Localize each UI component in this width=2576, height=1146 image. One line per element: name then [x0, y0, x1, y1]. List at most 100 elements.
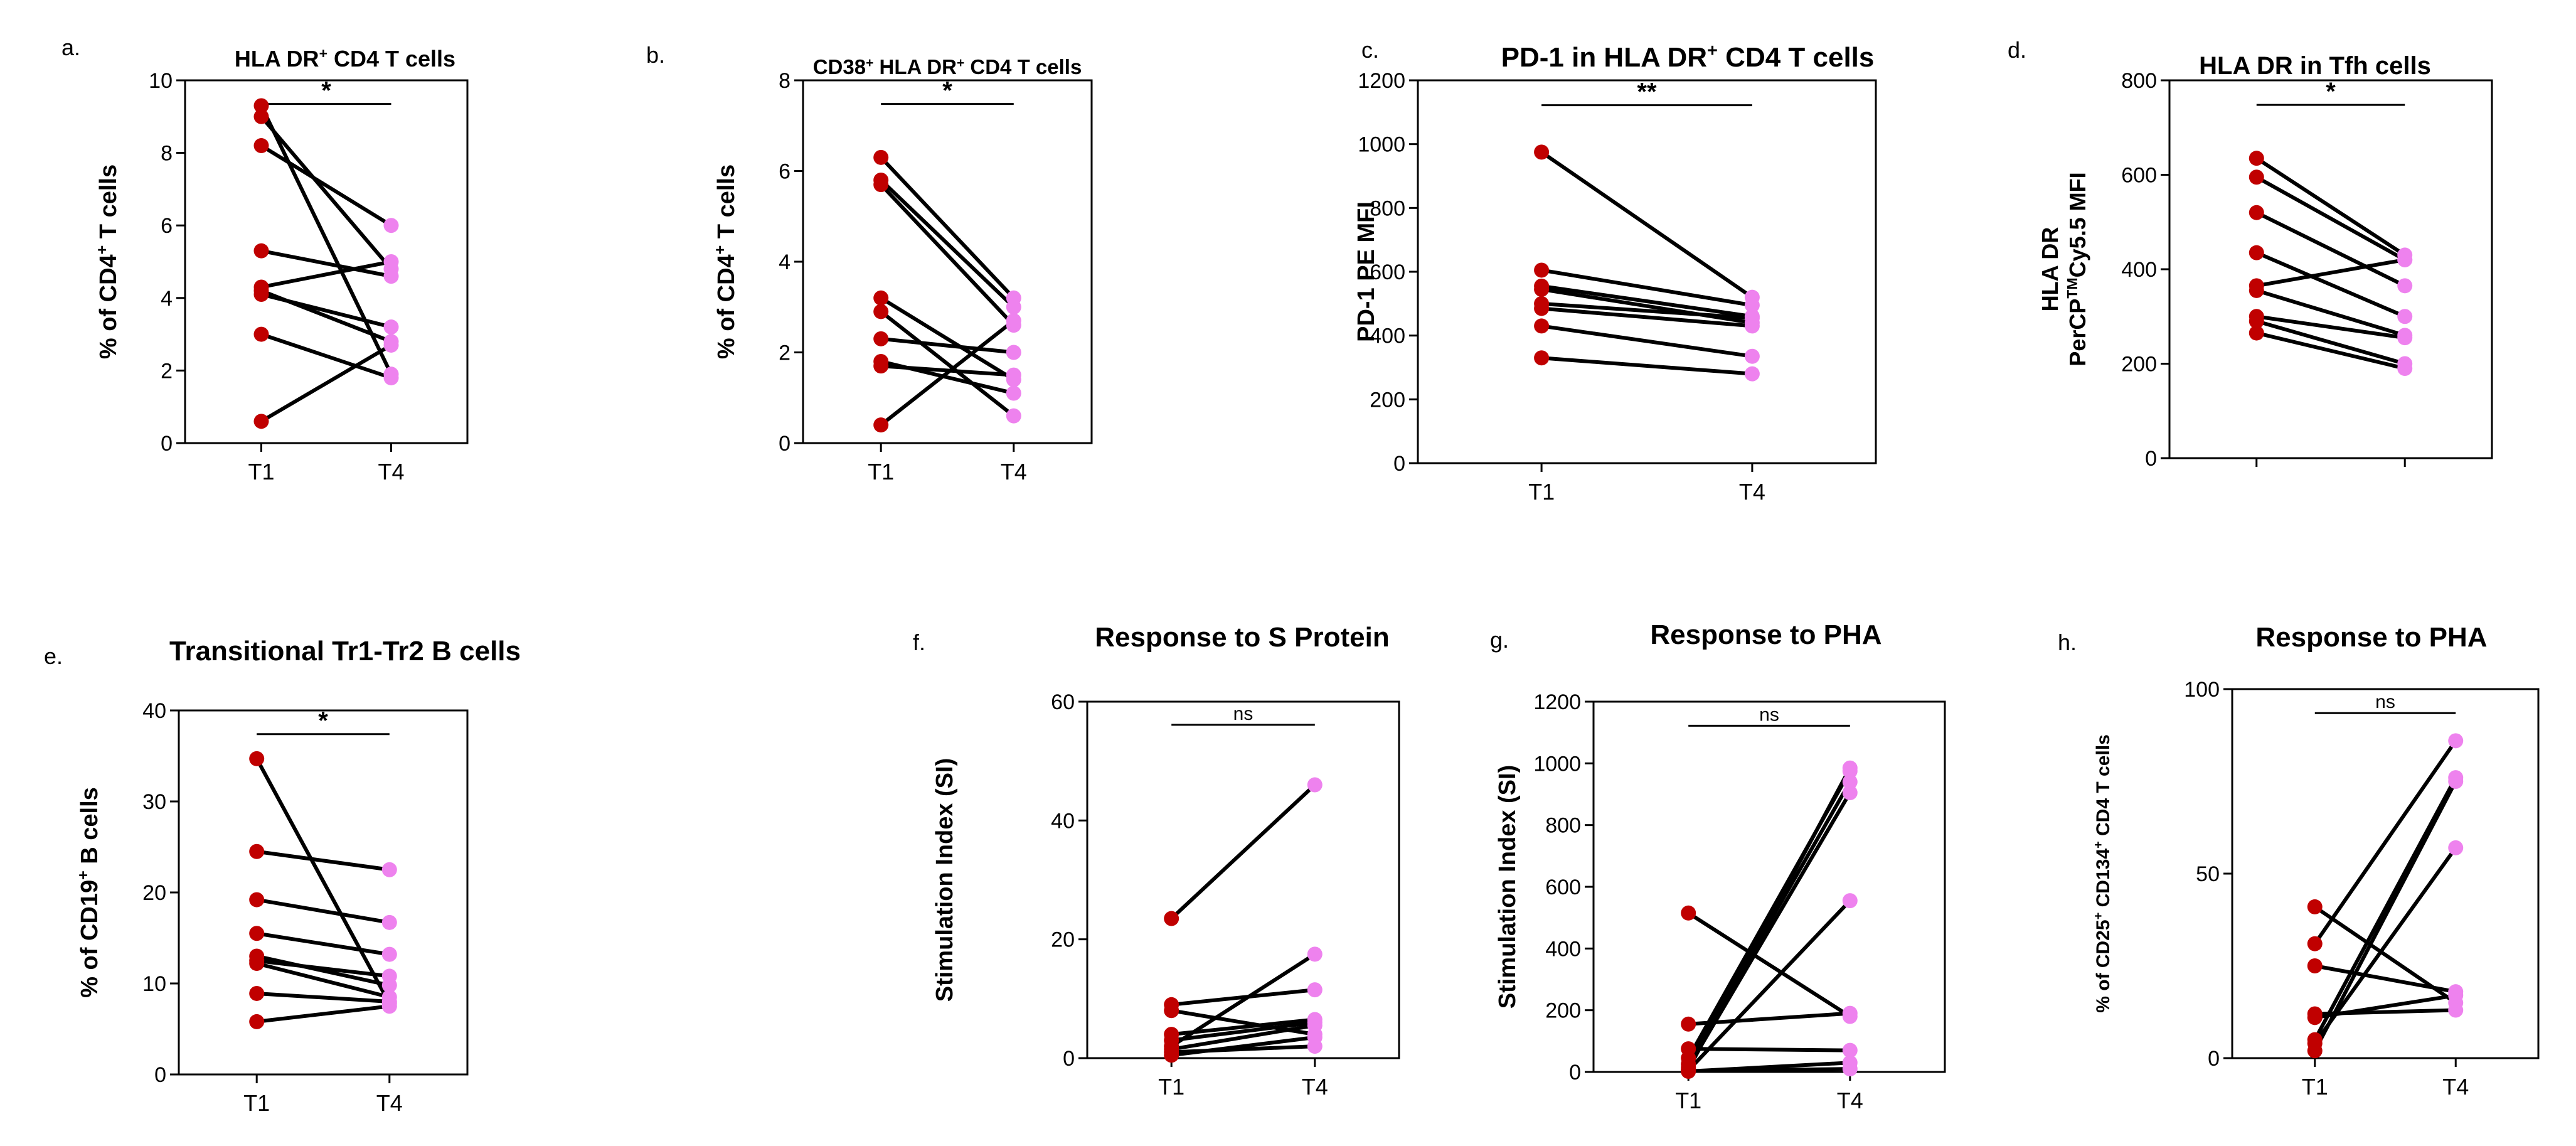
- pair-line: [880, 178, 1015, 309]
- y-axis-label: % of CD19+ B cells: [75, 787, 103, 998]
- pair-line: [1171, 1023, 1316, 1051]
- point-t1: [2307, 1010, 2323, 1026]
- point-t1: [2249, 325, 2264, 341]
- plot-frame: [1086, 700, 1400, 1059]
- point-t4: [383, 337, 399, 353]
- pair-line: [1687, 911, 1851, 1019]
- point-t1: [249, 926, 265, 941]
- point-t4: [383, 370, 399, 385]
- point-t1: [2307, 958, 2323, 973]
- pair-line: [256, 849, 390, 872]
- point-t4: [1006, 299, 1021, 315]
- panel-letter: b.: [646, 42, 665, 68]
- point-t4: [2448, 1002, 2464, 1018]
- point-t4: [381, 968, 397, 984]
- panel-h: h. Response to PHA 0 50 100 T1 T4 % of CD25+ CD…: [2058, 622, 2540, 1100]
- pair-line: [2256, 314, 2405, 340]
- x-tick-label: T4: [376, 1090, 403, 1116]
- point-t4: [1842, 1042, 1858, 1058]
- chart-title: HLA DR in Tfh cells: [2199, 52, 2431, 80]
- y-tick-label: 600: [1370, 260, 1405, 284]
- point-t1: [873, 149, 889, 165]
- y-tick-label: 600: [2121, 164, 2157, 188]
- point-t4: [1842, 760, 1858, 776]
- y-axis-label: PD-1 PE MFI: [1353, 201, 1380, 342]
- point-t1: [873, 290, 889, 306]
- point-t4: [1006, 345, 1021, 360]
- y-tick-label: 2: [779, 341, 790, 365]
- chart-title: Response to S Protein: [1095, 622, 1389, 653]
- y-tick-label: 6: [779, 160, 790, 184]
- chart-title: Response to PHA: [2255, 622, 2487, 653]
- point-t4: [1006, 385, 1021, 401]
- point-t1: [873, 358, 889, 374]
- point-t4: [1006, 313, 1021, 328]
- pair-line: [260, 332, 392, 380]
- point-t1: [2249, 245, 2264, 260]
- panel-g: g. Response to PHA 0 200 400 600 800 1000 1200 T1…: [1490, 619, 1946, 1113]
- pair-line: [260, 292, 392, 329]
- y-tick-label: 0: [1063, 1047, 1075, 1071]
- point-t1: [253, 326, 269, 342]
- y-tick-label: 40: [1051, 809, 1075, 833]
- point-t1: [1534, 318, 1550, 334]
- pair-line: [260, 260, 392, 289]
- point-t4: [383, 269, 399, 284]
- pair-line: [2255, 175, 2406, 262]
- pair-line: [1541, 306, 1753, 328]
- pair-line: [257, 991, 390, 1004]
- chart-title: Response to PHA: [1650, 619, 1881, 650]
- point-t1: [2249, 151, 2264, 166]
- y-tick-label: 400: [1545, 937, 1581, 961]
- significance-label: **: [1637, 78, 1657, 106]
- point-t1: [1164, 1047, 1179, 1063]
- panel-e: e. Transitional Tr1-Tr2 B cells 0 10 20 30 40 T…: [44, 636, 521, 1116]
- pair-line: [880, 319, 1015, 427]
- pair-line: [1688, 1047, 1850, 1052]
- point-t1: [2307, 1043, 2323, 1059]
- pair-line: [2255, 319, 2406, 366]
- pair-line: [2256, 331, 2405, 370]
- pair-line: [1541, 356, 1753, 376]
- significance-label: *: [318, 707, 328, 735]
- point-t1: [2307, 899, 2323, 914]
- point-t4: [1744, 297, 1760, 313]
- panel-letter: f.: [913, 629, 925, 655]
- point-t4: [1307, 1029, 1323, 1045]
- pair-line: [2313, 847, 2457, 1045]
- point-t1: [253, 109, 269, 124]
- x-tick-label: T4: [1302, 1074, 1328, 1100]
- point-t1: [253, 287, 269, 303]
- point-t4: [383, 319, 399, 335]
- chart-title: HLA DR+ CD4 T cells: [235, 45, 455, 72]
- point-t1: [253, 98, 269, 114]
- y-axis-label: PerCPTMCy5.5 MFI: [2064, 172, 2090, 366]
- point-t4: [383, 218, 399, 233]
- point-t1: [1681, 1016, 1696, 1032]
- point-t4: [2448, 840, 2464, 855]
- pair-line: [2255, 288, 2406, 338]
- significance-label: ns: [1233, 704, 1253, 724]
- y-tick-label: 2: [161, 359, 173, 383]
- point-t1: [873, 177, 889, 193]
- pair-line: [2313, 780, 2457, 1052]
- plot-frame: [2231, 688, 2540, 1059]
- point-t1: [1534, 281, 1550, 297]
- point-t4: [1842, 1055, 1858, 1071]
- y-tick-label: 400: [1370, 324, 1405, 348]
- point-t4: [2397, 309, 2413, 324]
- point-t1: [1164, 1003, 1179, 1019]
- x-tick-label: T4: [2442, 1074, 2469, 1100]
- y-tick-label: 1000: [1358, 133, 1405, 157]
- y-tick-label: 60: [1051, 690, 1075, 714]
- point-t4: [2448, 733, 2464, 749]
- y-tick-label: 8: [161, 142, 173, 166]
- pair-line: [1541, 284, 1753, 319]
- y-tick-label: 30: [142, 790, 166, 814]
- point-t4: [381, 914, 397, 930]
- plot-frame: [178, 709, 469, 1076]
- y-axis-label: % of CD4+ T cells: [93, 164, 122, 359]
- point-t4: [2397, 361, 2413, 377]
- point-t4: [1842, 893, 1858, 909]
- significance-label: *: [2326, 78, 2336, 105]
